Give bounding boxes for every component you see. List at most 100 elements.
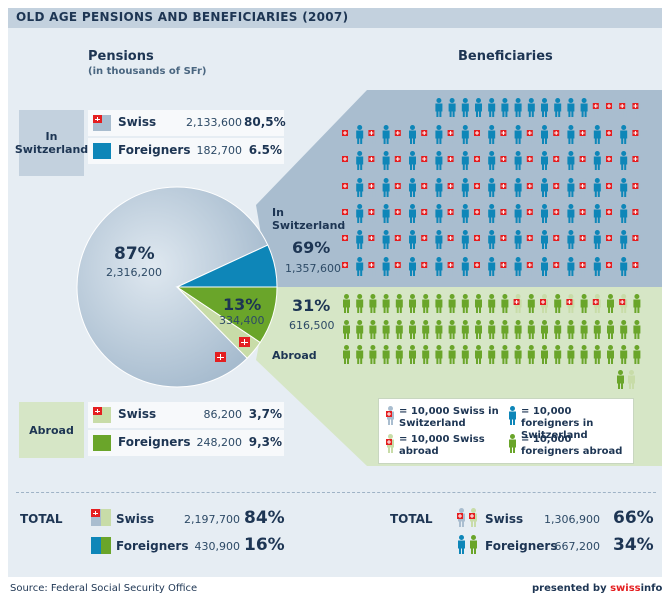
person-foreign-ch-icon (567, 125, 575, 144)
person-foreign-ch-icon (461, 125, 469, 144)
person-foreign-abroad-icon (343, 320, 350, 339)
person-swiss-ch-icon (606, 230, 614, 249)
person-foreign-ch-icon (567, 151, 575, 170)
person-foreign-abroad-icon (461, 294, 469, 313)
person-foreign-abroad-icon (541, 320, 548, 339)
person-foreign-ch-icon (435, 125, 443, 144)
person-swiss-ch-icon (394, 230, 403, 249)
person-swiss-ch-icon (526, 230, 535, 249)
brand-info: info (640, 583, 663, 594)
person-foreign-ch-icon (488, 178, 496, 197)
row-label: Swiss (118, 115, 157, 129)
person-foreign-ch-icon (475, 98, 482, 117)
person-swiss-ch-icon (619, 98, 628, 117)
person-foreign-ch-icon (514, 204, 522, 223)
person-foreign-abroad-icon (607, 294, 614, 313)
row-value: 2,133,600 (186, 116, 242, 129)
group-abroad: Abroad (19, 402, 84, 458)
person-swiss-ch-icon (526, 204, 535, 223)
person-foreign-ch-icon (593, 204, 601, 223)
person-foreign-abroad-icon (422, 294, 430, 313)
person-foreign-ch-icon (567, 178, 575, 197)
person-foreign-abroad-icon (435, 345, 443, 364)
person-foreign-abroad-icon (409, 345, 416, 364)
beneficiaries-ch-value: 1,357,600 (285, 262, 341, 275)
person-foreign-ch-icon (593, 230, 601, 249)
person-foreign-abroad-icon (435, 320, 443, 339)
person-foreign-abroad-icon (422, 345, 430, 364)
person-swiss-ch-icon (421, 125, 430, 144)
total-pensions-foreigners-label: Foreigners (116, 539, 189, 553)
person-foreign-abroad-icon (567, 320, 575, 339)
person-swiss-ch-icon (394, 151, 403, 170)
person-foreign-abroad-icon (461, 320, 469, 339)
person-foreign-ch-icon (593, 151, 601, 170)
person-foreign-abroad-icon (617, 370, 624, 389)
person-foreign-abroad-icon (620, 345, 628, 364)
person-swiss-ch-icon (500, 178, 509, 197)
person-swiss-ch-icon (579, 125, 588, 144)
swatch-total-foreigners (91, 537, 111, 554)
person-swiss-ch-icon (632, 257, 641, 276)
pie-big-value: 2,316,200 (106, 266, 162, 279)
person-foreign-ch-icon (541, 98, 548, 117)
person-swiss-ch-icon (526, 125, 535, 144)
person-foreign-abroad-icon (554, 320, 562, 339)
person-foreign-ch-icon (409, 125, 416, 144)
person-swiss-ch-icon (579, 151, 588, 170)
person-foreign-abroad-icon (461, 345, 469, 364)
person-foreign-abroad-icon (527, 320, 535, 339)
person-foreign-abroad-icon (488, 320, 496, 339)
person-foreign-abroad-icon (501, 345, 509, 364)
person-foreign-ch-icon (409, 257, 416, 276)
person-swiss-ch-icon (421, 178, 430, 197)
person-foreign-abroad-icon (620, 320, 628, 339)
person-foreign-ch-icon (356, 125, 364, 144)
person-foreign-abroad-icon (607, 345, 614, 364)
person-foreign-abroad-icon (409, 294, 416, 313)
brand-swiss: swiss (610, 583, 641, 594)
pie-small-pct: 13% (223, 295, 262, 314)
person-foreign-abroad-icon (633, 294, 641, 313)
person-foreign-abroad-icon (633, 320, 641, 339)
presented-text: presented by (532, 583, 611, 594)
person-foreign-ch-icon (620, 257, 628, 276)
person-swiss-ch-icon (500, 151, 509, 170)
person-foreign-ch-icon (435, 257, 443, 276)
legend-foreign-ch-icon (509, 406, 516, 425)
person-swiss-ch-icon (526, 257, 535, 276)
legend-swiss-abroad-icon (386, 434, 394, 453)
person-foreign-ch-icon (580, 98, 588, 117)
person-foreign-abroad-icon (395, 294, 403, 313)
row-ch-foreigners: Foreigners 182,700 6.5% (88, 138, 284, 164)
total-people-icons (457, 508, 477, 554)
person-swiss-ch-icon (606, 151, 614, 170)
person-swiss-ch-icon (553, 178, 562, 197)
person-foreign-ch-icon (409, 204, 416, 223)
total-pensions-swiss-label: Swiss (116, 512, 155, 526)
person-swiss-abroad-icon (540, 294, 548, 313)
legend-foreign-abroad-icon (509, 434, 516, 453)
total-foreign-abroad-icon (470, 535, 477, 554)
person-foreign-abroad-icon (541, 345, 548, 364)
row-label: Foreigners (118, 143, 191, 157)
person-foreign-ch-icon (541, 204, 548, 223)
swatch-swiss-abroad (93, 407, 111, 423)
person-foreign-abroad-icon (567, 345, 575, 364)
person-foreign-ch-icon (554, 98, 562, 117)
person-foreign-abroad-icon (527, 345, 535, 364)
source-text: Source: Federal Social Security Office (10, 583, 198, 594)
total-beneficiaries-foreigners-label: Foreigners (485, 539, 558, 553)
person-foreign-ch-icon (461, 257, 469, 276)
person-foreign-ch-icon (620, 178, 628, 197)
person-foreign-abroad-icon (501, 294, 509, 313)
person-foreign-abroad-icon (369, 320, 377, 339)
person-swiss-ch-icon (553, 125, 562, 144)
legend-swiss-abroad: = 10,000 Swiss abroad (399, 434, 485, 457)
person-swiss-ch-icon (632, 204, 641, 223)
person-swiss-ch-icon (632, 178, 641, 197)
person-foreign-abroad-icon (554, 345, 562, 364)
total-beneficiaries-foreigners-value: 667,200 (554, 540, 601, 553)
person-swiss-ch-icon (632, 98, 641, 117)
person-foreign-abroad-icon (554, 294, 562, 313)
